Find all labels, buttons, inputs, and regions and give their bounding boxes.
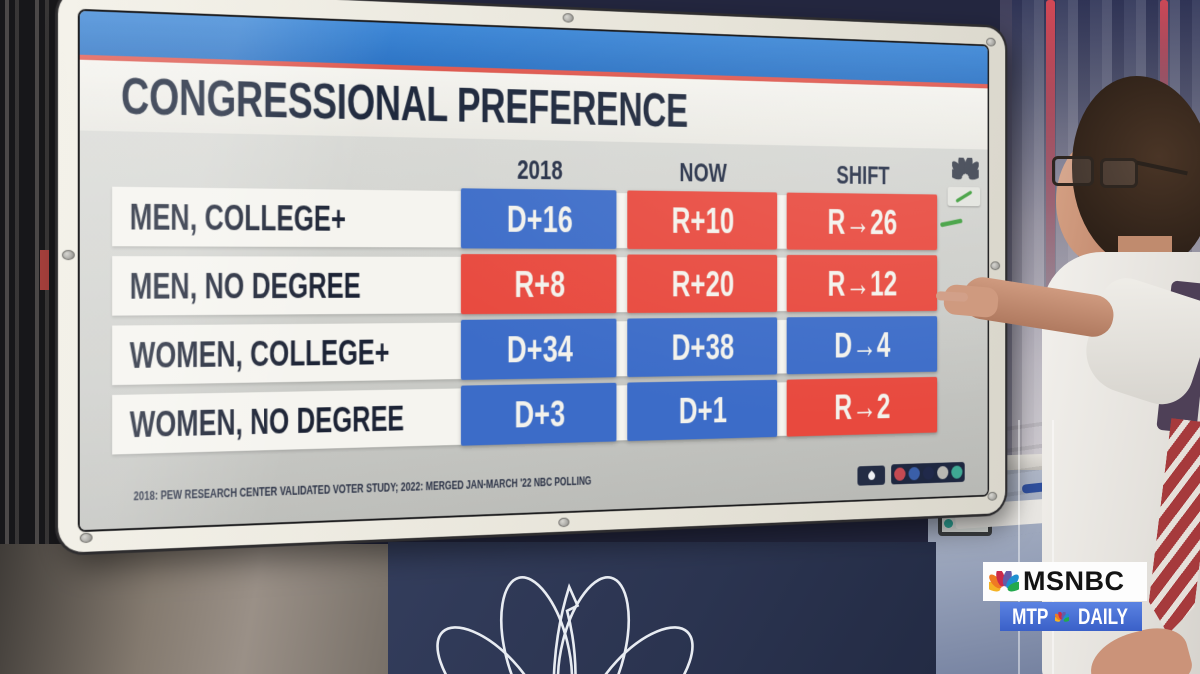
nbc-peacock-icon: [952, 157, 979, 181]
mtp-daily-badge: MTP DAILY: [1000, 602, 1142, 631]
value-chip: D+16: [460, 188, 617, 249]
left-wall-red-light: [40, 250, 49, 290]
wall-red-stripe: [1160, 0, 1168, 170]
droplet-icon: [866, 469, 877, 482]
network-watermark: MSNBC MTP DAILY: [983, 562, 1147, 631]
bezel-screw-icon: [987, 491, 998, 501]
value-chip: R+20: [627, 254, 778, 314]
value-chip: D+1: [627, 379, 778, 442]
palette-color-dot[interactable]: [908, 466, 920, 481]
ink-tool-button[interactable]: [857, 465, 886, 486]
show-name-prefix: MTP: [1011, 603, 1049, 629]
board-screen: CONGRESSIONAL PREFERENCE 2018 NOW SHIFT: [77, 8, 990, 533]
table-row: MEN, COLLEGE+ D+16 R+10 R→26: [80, 185, 988, 251]
bezel-screw-icon: [558, 517, 570, 528]
value-chip: R+8: [460, 254, 617, 315]
palette-color-dot[interactable]: [893, 467, 906, 481]
table-row: MEN, NO DEGREE R+8 R+20 R→12: [80, 254, 988, 317]
table-row: WOMEN, COLLEGE+ D+34 D+38 D→4: [80, 316, 988, 386]
row-label: WOMEN, NO DEGREE: [129, 398, 405, 446]
row-label: WOMEN, COLLEGE+: [129, 332, 390, 376]
wall-red-stripe: [1046, 0, 1055, 330]
msnbc-wordmark: MSNBC: [1023, 566, 1125, 596]
palette-color-dot[interactable]: [950, 465, 963, 479]
column-header-shift: SHIFT: [836, 160, 890, 191]
touchscreen-board: CONGRESSIONAL PREFERENCE 2018 NOW SHIFT: [58, 0, 1006, 553]
mini-peacock-icon: [1055, 611, 1070, 622]
nbc-peacock-outline-icon: [436, 576, 694, 674]
bezel-screw-icon: [562, 13, 574, 23]
glass-reflection: [1018, 420, 1020, 674]
wall-red-stripe: [1124, 300, 1131, 460]
value-chip: D+38: [627, 317, 778, 378]
color-palette[interactable]: [891, 461, 965, 485]
value-chip: R+10: [627, 190, 778, 250]
source-note: 2018: PEW RESEARCH CENTER VALIDATED VOTE…: [133, 474, 592, 504]
table-row: WOMEN, NO DEGREE D+3 D+1 R→2: [80, 376, 988, 457]
row-label: MEN, NO DEGREE: [129, 266, 361, 307]
row-label: MEN, COLLEGE+: [129, 196, 346, 239]
msnbc-logo: MSNBC: [983, 562, 1147, 601]
palette-color-dot[interactable]: [936, 465, 948, 480]
data-table: 2018 NOW SHIFT MEN, COLLE: [79, 130, 988, 533]
column-header-2018: 2018: [516, 154, 563, 186]
monitor-stand: [388, 542, 936, 674]
palette-color-dot[interactable]: [922, 466, 934, 480]
bezel-screw-icon: [61, 250, 75, 261]
bezel-screw-icon: [986, 37, 996, 47]
show-name-suffix: DAILY: [1078, 603, 1129, 629]
value-chip: D+3: [460, 382, 617, 446]
bezel-screw-icon: [79, 532, 93, 544]
bezel-screw-icon: [990, 261, 1001, 271]
value-chip: R→26: [786, 192, 938, 251]
value-chip: R→12: [786, 254, 938, 312]
glass-reflection: [1052, 420, 1054, 674]
value-chip: R→2: [786, 376, 938, 437]
wall-red-stripe: [1098, 120, 1106, 460]
value-chip: D→4: [786, 316, 938, 375]
column-header-now: NOW: [679, 157, 727, 189]
msnbc-peacock-icon: [989, 571, 1019, 592]
studio-floor: [0, 544, 432, 674]
value-chip: D+34: [460, 318, 617, 380]
